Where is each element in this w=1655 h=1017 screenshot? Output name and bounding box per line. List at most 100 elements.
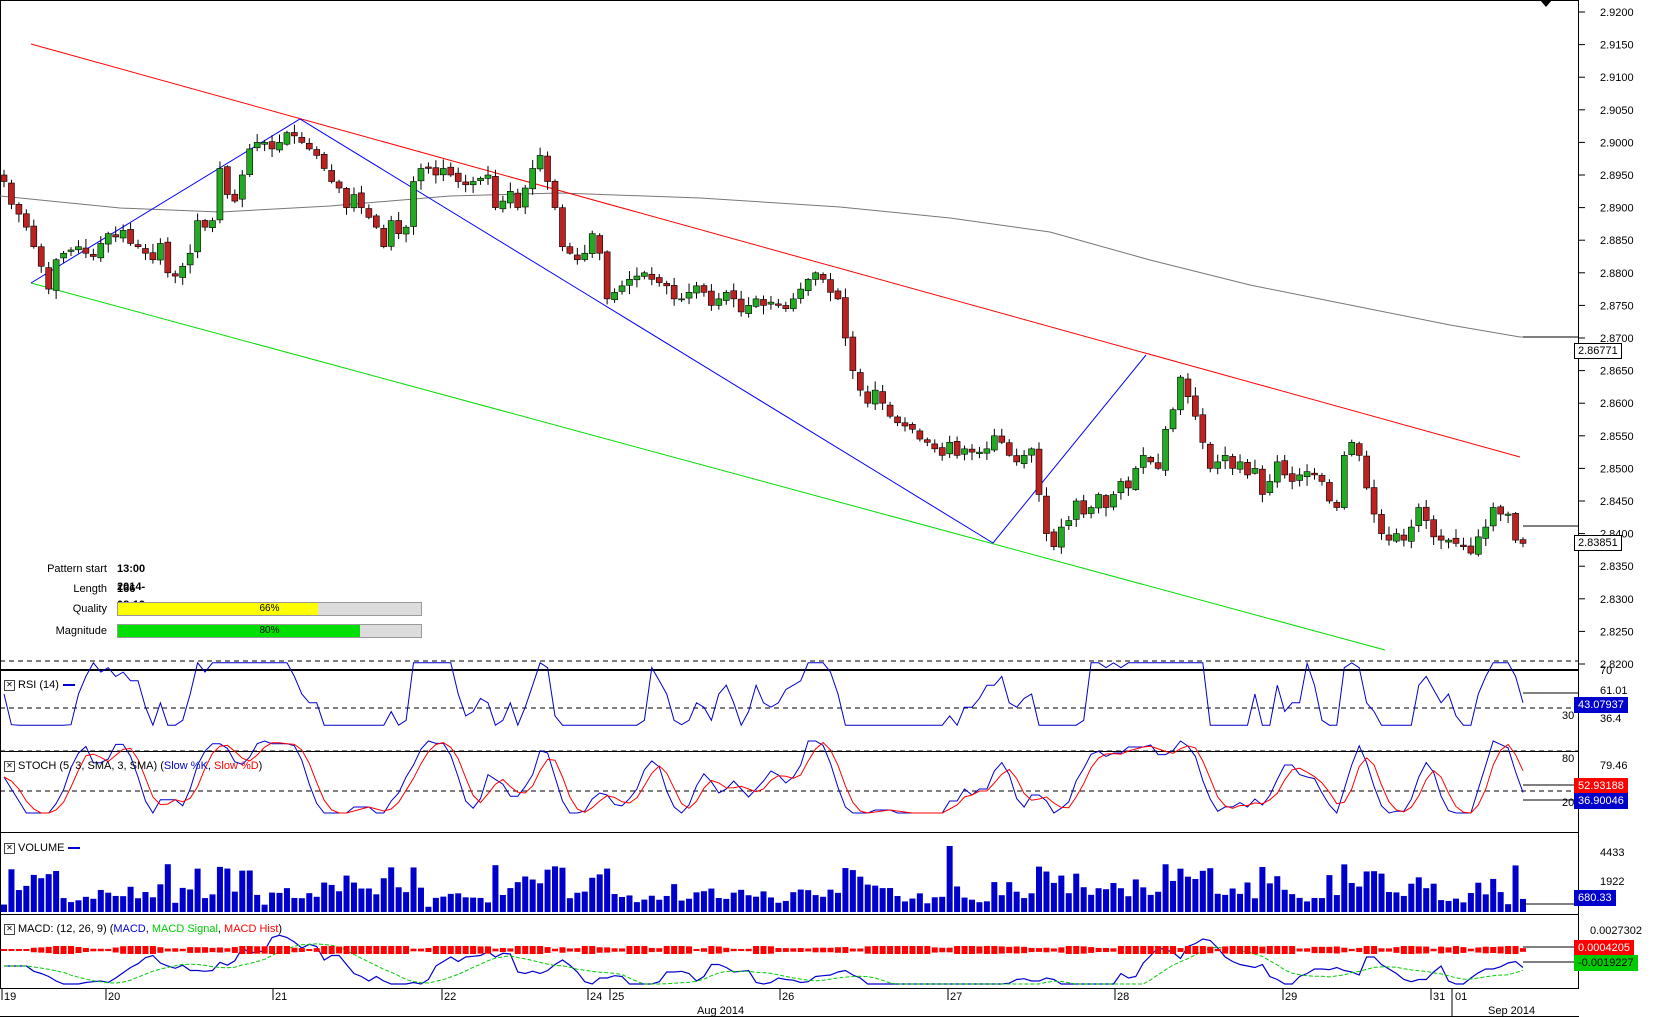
candle-body bbox=[976, 451, 983, 454]
stoch-level-80: 80 bbox=[1562, 753, 1575, 765]
volume-bar bbox=[611, 894, 618, 912]
candle-body bbox=[82, 247, 90, 254]
price-tick-label: 2.8600 bbox=[1600, 398, 1634, 410]
close-pane-icon[interactable]: ✕ bbox=[4, 842, 15, 854]
macd-hist-bar bbox=[462, 946, 469, 954]
candle-body bbox=[320, 154, 328, 169]
candle-body bbox=[283, 132, 291, 145]
close-pane-icon[interactable]: ✕ bbox=[4, 679, 15, 691]
volume-bar bbox=[1088, 894, 1095, 912]
candle-body bbox=[1326, 482, 1333, 502]
candle-body bbox=[722, 292, 730, 301]
volume-bar bbox=[834, 892, 841, 912]
macd-hist-bar bbox=[1363, 946, 1370, 954]
volume-bar bbox=[812, 895, 819, 912]
volume-bar bbox=[827, 889, 834, 912]
macd-hist-bar bbox=[514, 946, 521, 954]
candle-body bbox=[350, 194, 358, 209]
candle-body bbox=[313, 149, 321, 156]
macd-hist-bar bbox=[432, 946, 439, 954]
volume-bar bbox=[1497, 892, 1504, 912]
volume-bar bbox=[767, 897, 774, 912]
macd-hist-bar bbox=[1356, 947, 1363, 953]
stoch-title: ✕ STOCH (5, 3, SMA, 3, SMA) (Slow %K, Slo… bbox=[4, 760, 262, 772]
volume-bar bbox=[187, 889, 194, 912]
macd-hist-bar bbox=[1266, 946, 1273, 954]
macd-hist-bar bbox=[328, 946, 335, 954]
menu-dropdown-icon[interactable] bbox=[1540, 0, 1552, 7]
candle-body bbox=[1229, 456, 1236, 469]
macd-hist-bar bbox=[1043, 947, 1050, 953]
price-tick-label: 2.8850 bbox=[1600, 235, 1634, 247]
volume-bar bbox=[365, 888, 372, 912]
volume-bar bbox=[648, 895, 655, 912]
macd-hist-bar bbox=[447, 946, 454, 954]
volume-bar bbox=[23, 885, 30, 912]
volume-bar bbox=[745, 895, 752, 912]
price-pane-frame bbox=[0, 0, 1579, 670]
macd-hist-bar bbox=[1512, 946, 1519, 954]
price-tick-label: 2.9200 bbox=[1600, 7, 1634, 19]
volume-current-value: 680.33 bbox=[1574, 890, 1616, 906]
volume-bar bbox=[1311, 897, 1318, 912]
volume-bar bbox=[283, 888, 290, 912]
volume-bar bbox=[1006, 882, 1013, 912]
macd-hist-bar bbox=[648, 947, 655, 953]
macd-hist-bar bbox=[991, 946, 998, 954]
volume-tick-1: 4433 bbox=[1600, 847, 1625, 859]
volume-bar bbox=[313, 896, 320, 912]
volume-bar bbox=[1363, 871, 1370, 912]
quality-bar: 66% bbox=[117, 602, 422, 616]
candle-body bbox=[812, 272, 819, 280]
volume-bar bbox=[149, 897, 156, 912]
macd-hist-bar bbox=[321, 946, 328, 954]
macd-hist-bar bbox=[410, 948, 417, 952]
macd-hist-bar bbox=[97, 948, 104, 952]
close-pane-icon[interactable]: ✕ bbox=[4, 923, 15, 935]
macd-hist-bar bbox=[239, 946, 246, 954]
candle-body bbox=[432, 167, 440, 176]
candle-body bbox=[953, 441, 961, 456]
volume-bar bbox=[715, 898, 722, 912]
macd-hist-bar bbox=[1147, 946, 1154, 954]
volume-bar bbox=[105, 892, 112, 912]
macd-hist-bar bbox=[120, 946, 127, 954]
macd-hist-bar bbox=[1095, 947, 1102, 953]
macd-hist-bar bbox=[790, 948, 797, 952]
candle-body bbox=[186, 252, 194, 266]
volume-bar bbox=[432, 897, 439, 912]
volume-bar bbox=[1341, 864, 1348, 912]
candle-body bbox=[358, 192, 365, 208]
macd-hist-bar bbox=[350, 946, 357, 954]
volume-bar bbox=[499, 894, 506, 912]
zigzag-line bbox=[30, 118, 1147, 544]
macd-hist-bar bbox=[373, 946, 380, 954]
candle-body bbox=[626, 279, 633, 286]
volume-bar bbox=[1244, 882, 1251, 912]
candle-body bbox=[30, 225, 38, 248]
candle-body bbox=[1415, 507, 1423, 526]
volume-bar bbox=[1371, 871, 1378, 912]
macd-hist-bar bbox=[998, 946, 1005, 954]
volume-bar bbox=[1296, 897, 1303, 912]
volume-bar bbox=[194, 868, 201, 912]
volume-bar bbox=[700, 891, 707, 912]
macd-hist-bar bbox=[581, 946, 588, 954]
candle-body bbox=[1333, 502, 1341, 508]
macd-hist-bar bbox=[663, 946, 670, 954]
candle-body bbox=[469, 181, 477, 186]
candle-body bbox=[1519, 539, 1527, 544]
candle-body bbox=[164, 241, 172, 274]
volume-bar bbox=[462, 897, 469, 912]
volume-bar bbox=[581, 891, 588, 912]
macd-hist-bar bbox=[1423, 946, 1430, 954]
price-tick-label: 2.8650 bbox=[1600, 366, 1634, 378]
macd-hist-bar bbox=[157, 947, 164, 953]
candle-body bbox=[849, 336, 857, 371]
macd-hist-bar bbox=[187, 947, 194, 953]
candle-body bbox=[417, 168, 425, 182]
volume-bar bbox=[336, 891, 343, 912]
candle-body bbox=[655, 277, 663, 283]
volume-bar bbox=[1400, 895, 1407, 912]
close-pane-icon[interactable]: ✕ bbox=[4, 760, 15, 772]
